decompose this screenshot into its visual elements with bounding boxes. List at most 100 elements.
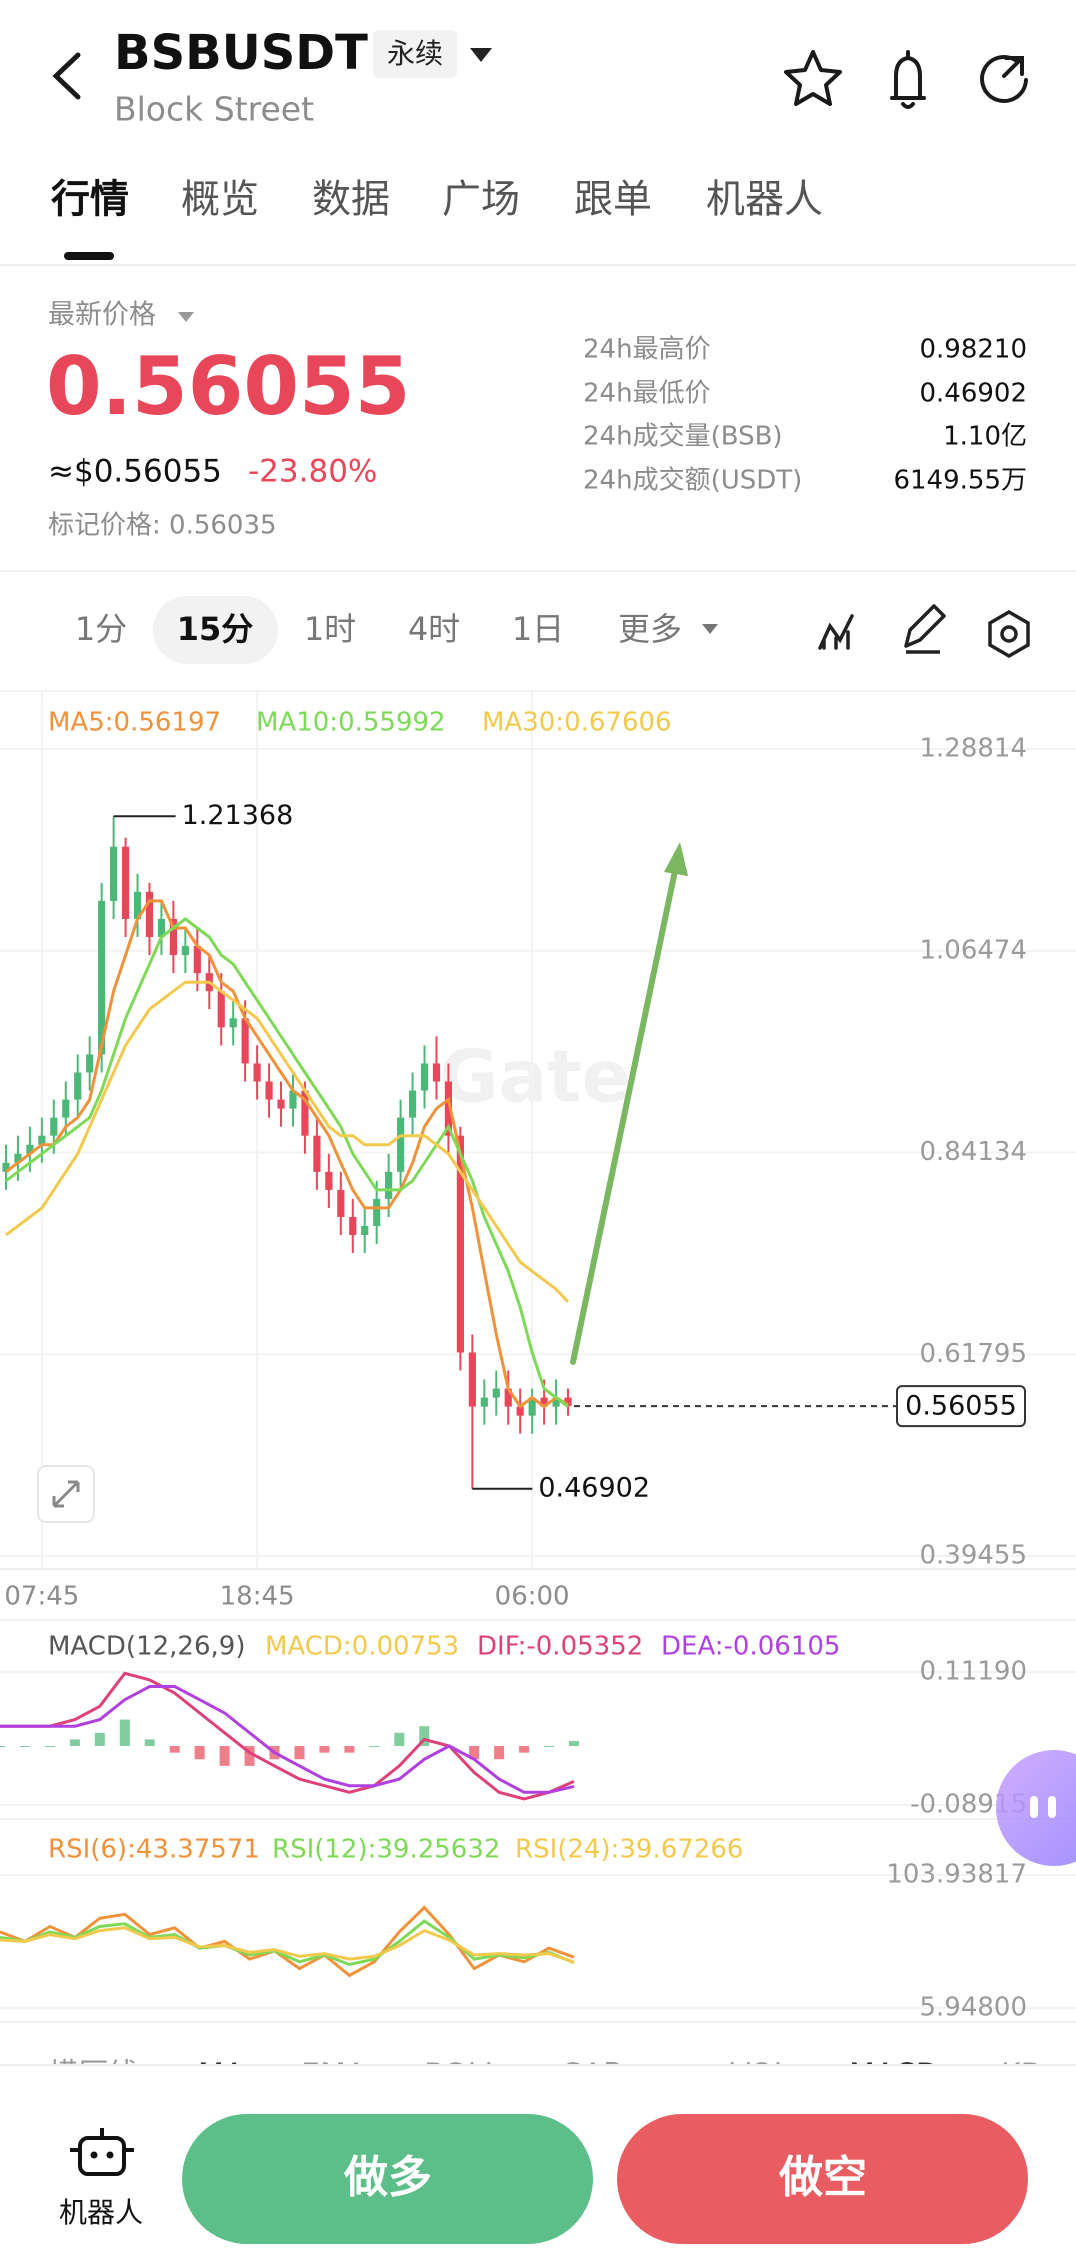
timeframe[interactable]: 15分	[177, 610, 254, 648]
badge-bg	[373, 30, 457, 78]
settings-icon-dot	[1000, 625, 1018, 643]
candle-body	[133, 891, 142, 919]
max-label: 1.21368	[182, 800, 294, 831]
macd-bar	[494, 1746, 505, 1760]
symbol-title: BSBUSDT	[114, 25, 368, 81]
candle-body	[145, 891, 154, 938]
y-tick-label: 0.84134	[919, 1137, 1027, 1167]
macd-bar	[194, 1746, 205, 1760]
change: -23.80%	[248, 454, 377, 490]
indicator-label: DEA:-0.06105	[661, 1632, 840, 1662]
candle-body	[26, 1144, 34, 1154]
timeframe[interactable]: 1分	[75, 610, 127, 648]
stat-value: 0.46902	[919, 379, 1027, 409]
trend-arrow	[570, 863, 679, 1365]
candle-body	[516, 1406, 524, 1416]
candle-body	[50, 1117, 58, 1136]
candle-body	[169, 918, 177, 956]
y-tick-label: 103.93817	[886, 1860, 1027, 1890]
min-label: 0.46902	[538, 1472, 650, 1503]
back-button[interactable]	[52, 52, 81, 100]
indicator-label: RSI(24):39.67266	[515, 1835, 743, 1865]
candle-body	[265, 1081, 273, 1100]
candle-body	[373, 1198, 381, 1227]
candle-body	[540, 1397, 548, 1407]
short-button-label[interactable]: 做空	[778, 2152, 867, 2203]
macd-bar	[294, 1746, 305, 1760]
expand-icon	[52, 1480, 80, 1508]
candle-body	[110, 846, 118, 901]
subtitle: Block Street	[114, 90, 314, 129]
stat-label: 24h最低价	[583, 379, 711, 409]
candle-body	[193, 946, 201, 974]
robot-eye	[90, 2151, 98, 2159]
candle-body	[468, 1352, 476, 1407]
share-icon[interactable]	[980, 54, 1028, 103]
long-button-label[interactable]: 做多	[343, 2152, 432, 2203]
tab[interactable]: 概览	[181, 178, 259, 223]
indicator-label: DIF:-0.05352	[477, 1632, 643, 1662]
candle-body	[408, 1090, 417, 1118]
indicator-label: MA10:0.55992	[256, 708, 446, 738]
rsi-line	[0, 1919, 575, 1967]
candle-body	[325, 1171, 333, 1190]
candle-body	[504, 1388, 512, 1407]
y-tick-label: 5.94800	[919, 1992, 1027, 2022]
ma-line	[5, 899, 569, 1409]
stat-value: 6149.55万	[893, 466, 1027, 496]
macd-bar	[44, 1746, 55, 1748]
bubble-bar	[1030, 1796, 1038, 1818]
tab[interactable]: 机器人	[706, 178, 823, 223]
macd-bar	[19, 1746, 30, 1748]
tab[interactable]: 广场	[442, 178, 520, 223]
settings-icon[interactable]	[988, 609, 1030, 659]
robot-label[interactable]: 机器人	[59, 2196, 143, 2229]
stat-label: 24h成交量(BSB)	[583, 422, 783, 452]
x-tick-label: 18:45	[220, 1582, 295, 1612]
candle-body	[74, 1072, 82, 1100]
macd-bar	[344, 1746, 355, 1753]
candle-body	[289, 1090, 297, 1109]
badge: 永续	[387, 37, 443, 70]
star-icon[interactable]	[784, 50, 842, 106]
short-button[interactable]	[617, 2114, 1028, 2244]
tab[interactable]: 跟单	[574, 178, 652, 223]
candle-body	[277, 1099, 285, 1109]
macd-bar	[469, 1746, 480, 1760]
indicator-label: RSI(12):39.25632	[272, 1835, 500, 1865]
candle-body	[38, 1135, 46, 1145]
dropdown-icon[interactable]	[470, 48, 492, 62]
y-tick-label: 1.28814	[919, 734, 1027, 764]
indicator-label: MACD:0.00753	[265, 1632, 459, 1662]
draw-icon[interactable]	[904, 604, 946, 654]
candle-body	[528, 1397, 536, 1416]
timeframe[interactable]: 1时	[304, 610, 356, 648]
rsi-line	[0, 1905, 575, 1978]
long-button[interactable]	[182, 2114, 593, 2244]
candle-body	[456, 1135, 464, 1353]
candle-body	[157, 918, 166, 938]
indicator-label: MA5:0.56197	[48, 708, 221, 738]
macd-bar	[544, 1746, 555, 1748]
rsi-line	[0, 1926, 575, 1964]
indicator-icon[interactable]	[818, 614, 854, 650]
tab[interactable]: 数据	[312, 178, 390, 223]
macd-bar	[569, 1741, 579, 1747]
candle-body	[181, 946, 189, 956]
ma-line	[5, 917, 569, 1408]
candle-body	[98, 900, 106, 1055]
timeframe[interactable]: 4时	[408, 610, 460, 648]
bell-icon[interactable]	[890, 50, 926, 109]
last-price-tag: 0.56055	[905, 1391, 1017, 1422]
caret	[702, 624, 718, 634]
timeframe[interactable]: 1日	[512, 610, 564, 648]
stat-label: 24h最高价	[583, 335, 711, 365]
candle-body	[14, 1153, 22, 1163]
timeframe[interactable]: 更多	[618, 610, 682, 648]
usd-price: ≈$0.56055	[48, 454, 222, 490]
candle-body	[337, 1189, 345, 1217]
candle-body	[397, 1117, 405, 1172]
candle-body	[444, 1081, 453, 1136]
candle-body	[552, 1397, 560, 1407]
tab[interactable]: 行情	[51, 178, 129, 223]
